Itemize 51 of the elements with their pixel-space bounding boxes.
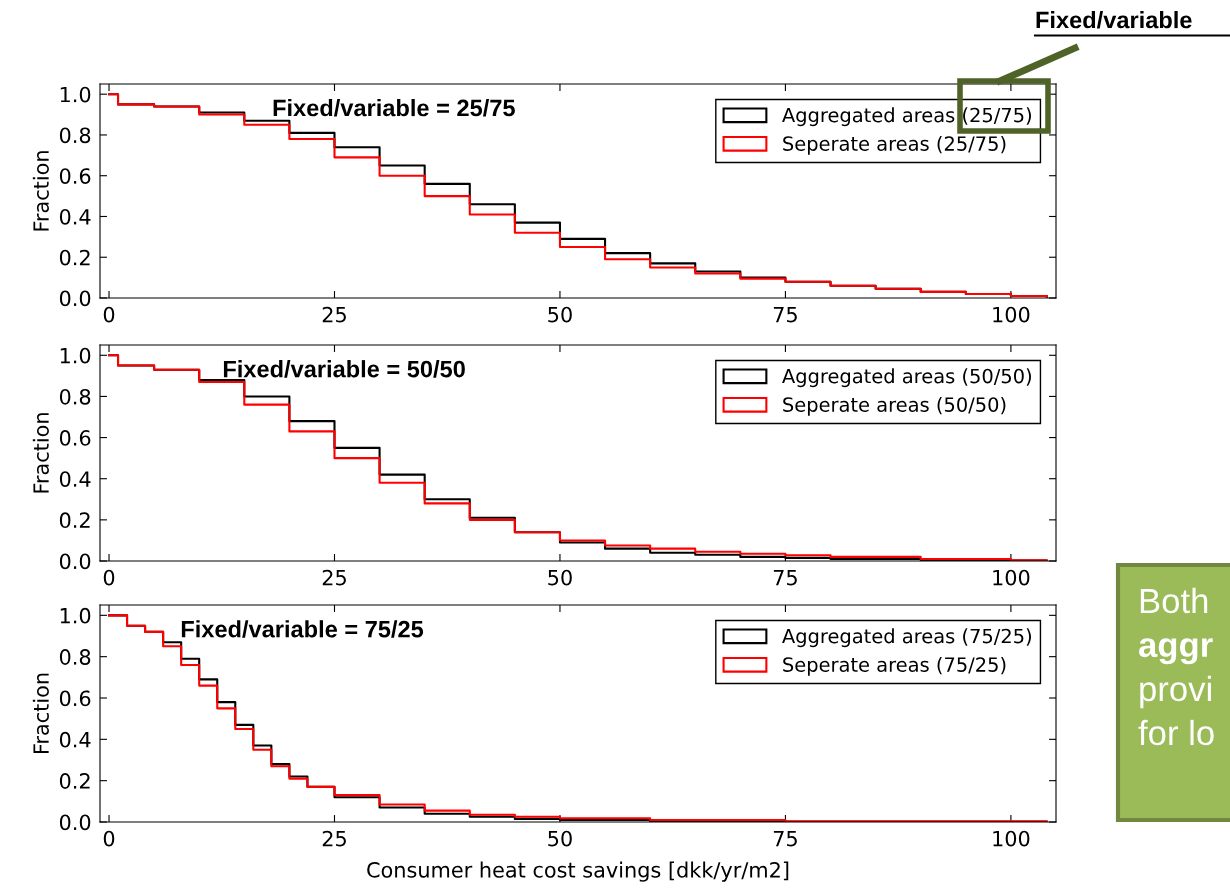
- y-axis-title: Fraction: [32, 413, 49, 493]
- text: for lo: [1138, 719, 1214, 746]
- y-tick-label: 0.6: [59, 690, 91, 707]
- x-tick-label: 50: [548, 306, 572, 323]
- legend-label: Seperate areas (75/25): [783, 656, 1006, 676]
- y-axis-title: Fraction: [32, 673, 49, 754]
- x-tick-label: 100: [993, 569, 1030, 586]
- x-tick-label: 50: [548, 830, 572, 847]
- x-tick-label: 25: [322, 830, 346, 847]
- x-tick-label: 75: [773, 306, 797, 323]
- x-tick-label: 25: [322, 569, 346, 586]
- y-tick-label: 0.6: [59, 430, 91, 446]
- y-tick-label: 0.8: [59, 649, 91, 665]
- legend-label: Seperate areas (50/50): [783, 396, 1006, 416]
- text: Fixed/variable = 75/25: [181, 620, 424, 638]
- y-tick-label: 0.0: [59, 553, 91, 570]
- x-tick-label: 75: [773, 830, 797, 847]
- x-tick-label: 50: [548, 569, 572, 586]
- y-tick-label: 1.0: [60, 86, 91, 103]
- y-axis-title: Fraction: [32, 151, 49, 231]
- x-tick-label: 0: [103, 306, 115, 323]
- x-tick-label: 75: [773, 569, 797, 586]
- y-tick-label: 0.4: [59, 208, 91, 225]
- y-tick-label: 0.0: [59, 814, 91, 831]
- text: Fixed/variable = 25/75: [273, 98, 515, 117]
- x-tick-label: 100: [993, 830, 1030, 847]
- text: Fixed/variable: [1036, 11, 1192, 29]
- y-tick-label: 0.0: [59, 290, 91, 307]
- legend-label: Aggregated areas (50/50): [782, 368, 1031, 388]
- legend-label: Seperate areas (25/75): [783, 135, 1006, 155]
- text: provi: [1140, 675, 1211, 709]
- text: Fixed/variable = 50/50: [223, 360, 465, 378]
- x-axis-title: Consumer heat cost savings [dkk/yr/m2]: [367, 861, 789, 882]
- text: aggr: [1139, 638, 1213, 665]
- y-tick-label: 0.8: [59, 388, 91, 405]
- y-tick-label: 1.0: [60, 607, 91, 624]
- y-tick-label: 0.6: [59, 168, 91, 184]
- legend-label: Aggregated areas (75/25): [782, 628, 1031, 648]
- legend-label: Aggregated areas (25/75): [782, 107, 1031, 127]
- y-tick-label: 0.2: [59, 512, 90, 529]
- y-tick-label: 0.2: [59, 773, 90, 789]
- x-tick-label: 0: [103, 830, 115, 847]
- text: Both: [1140, 587, 1208, 614]
- y-tick-label: 0.2: [59, 249, 90, 266]
- y-tick-label: 0.4: [59, 731, 91, 748]
- y-tick-label: 0.4: [59, 471, 91, 487]
- x-tick-label: 25: [322, 306, 346, 323]
- x-tick-label: 0: [103, 569, 115, 586]
- y-tick-label: 0.8: [59, 127, 91, 144]
- x-tick-label: 100: [993, 306, 1030, 323]
- y-tick-label: 1.0: [60, 347, 91, 364]
